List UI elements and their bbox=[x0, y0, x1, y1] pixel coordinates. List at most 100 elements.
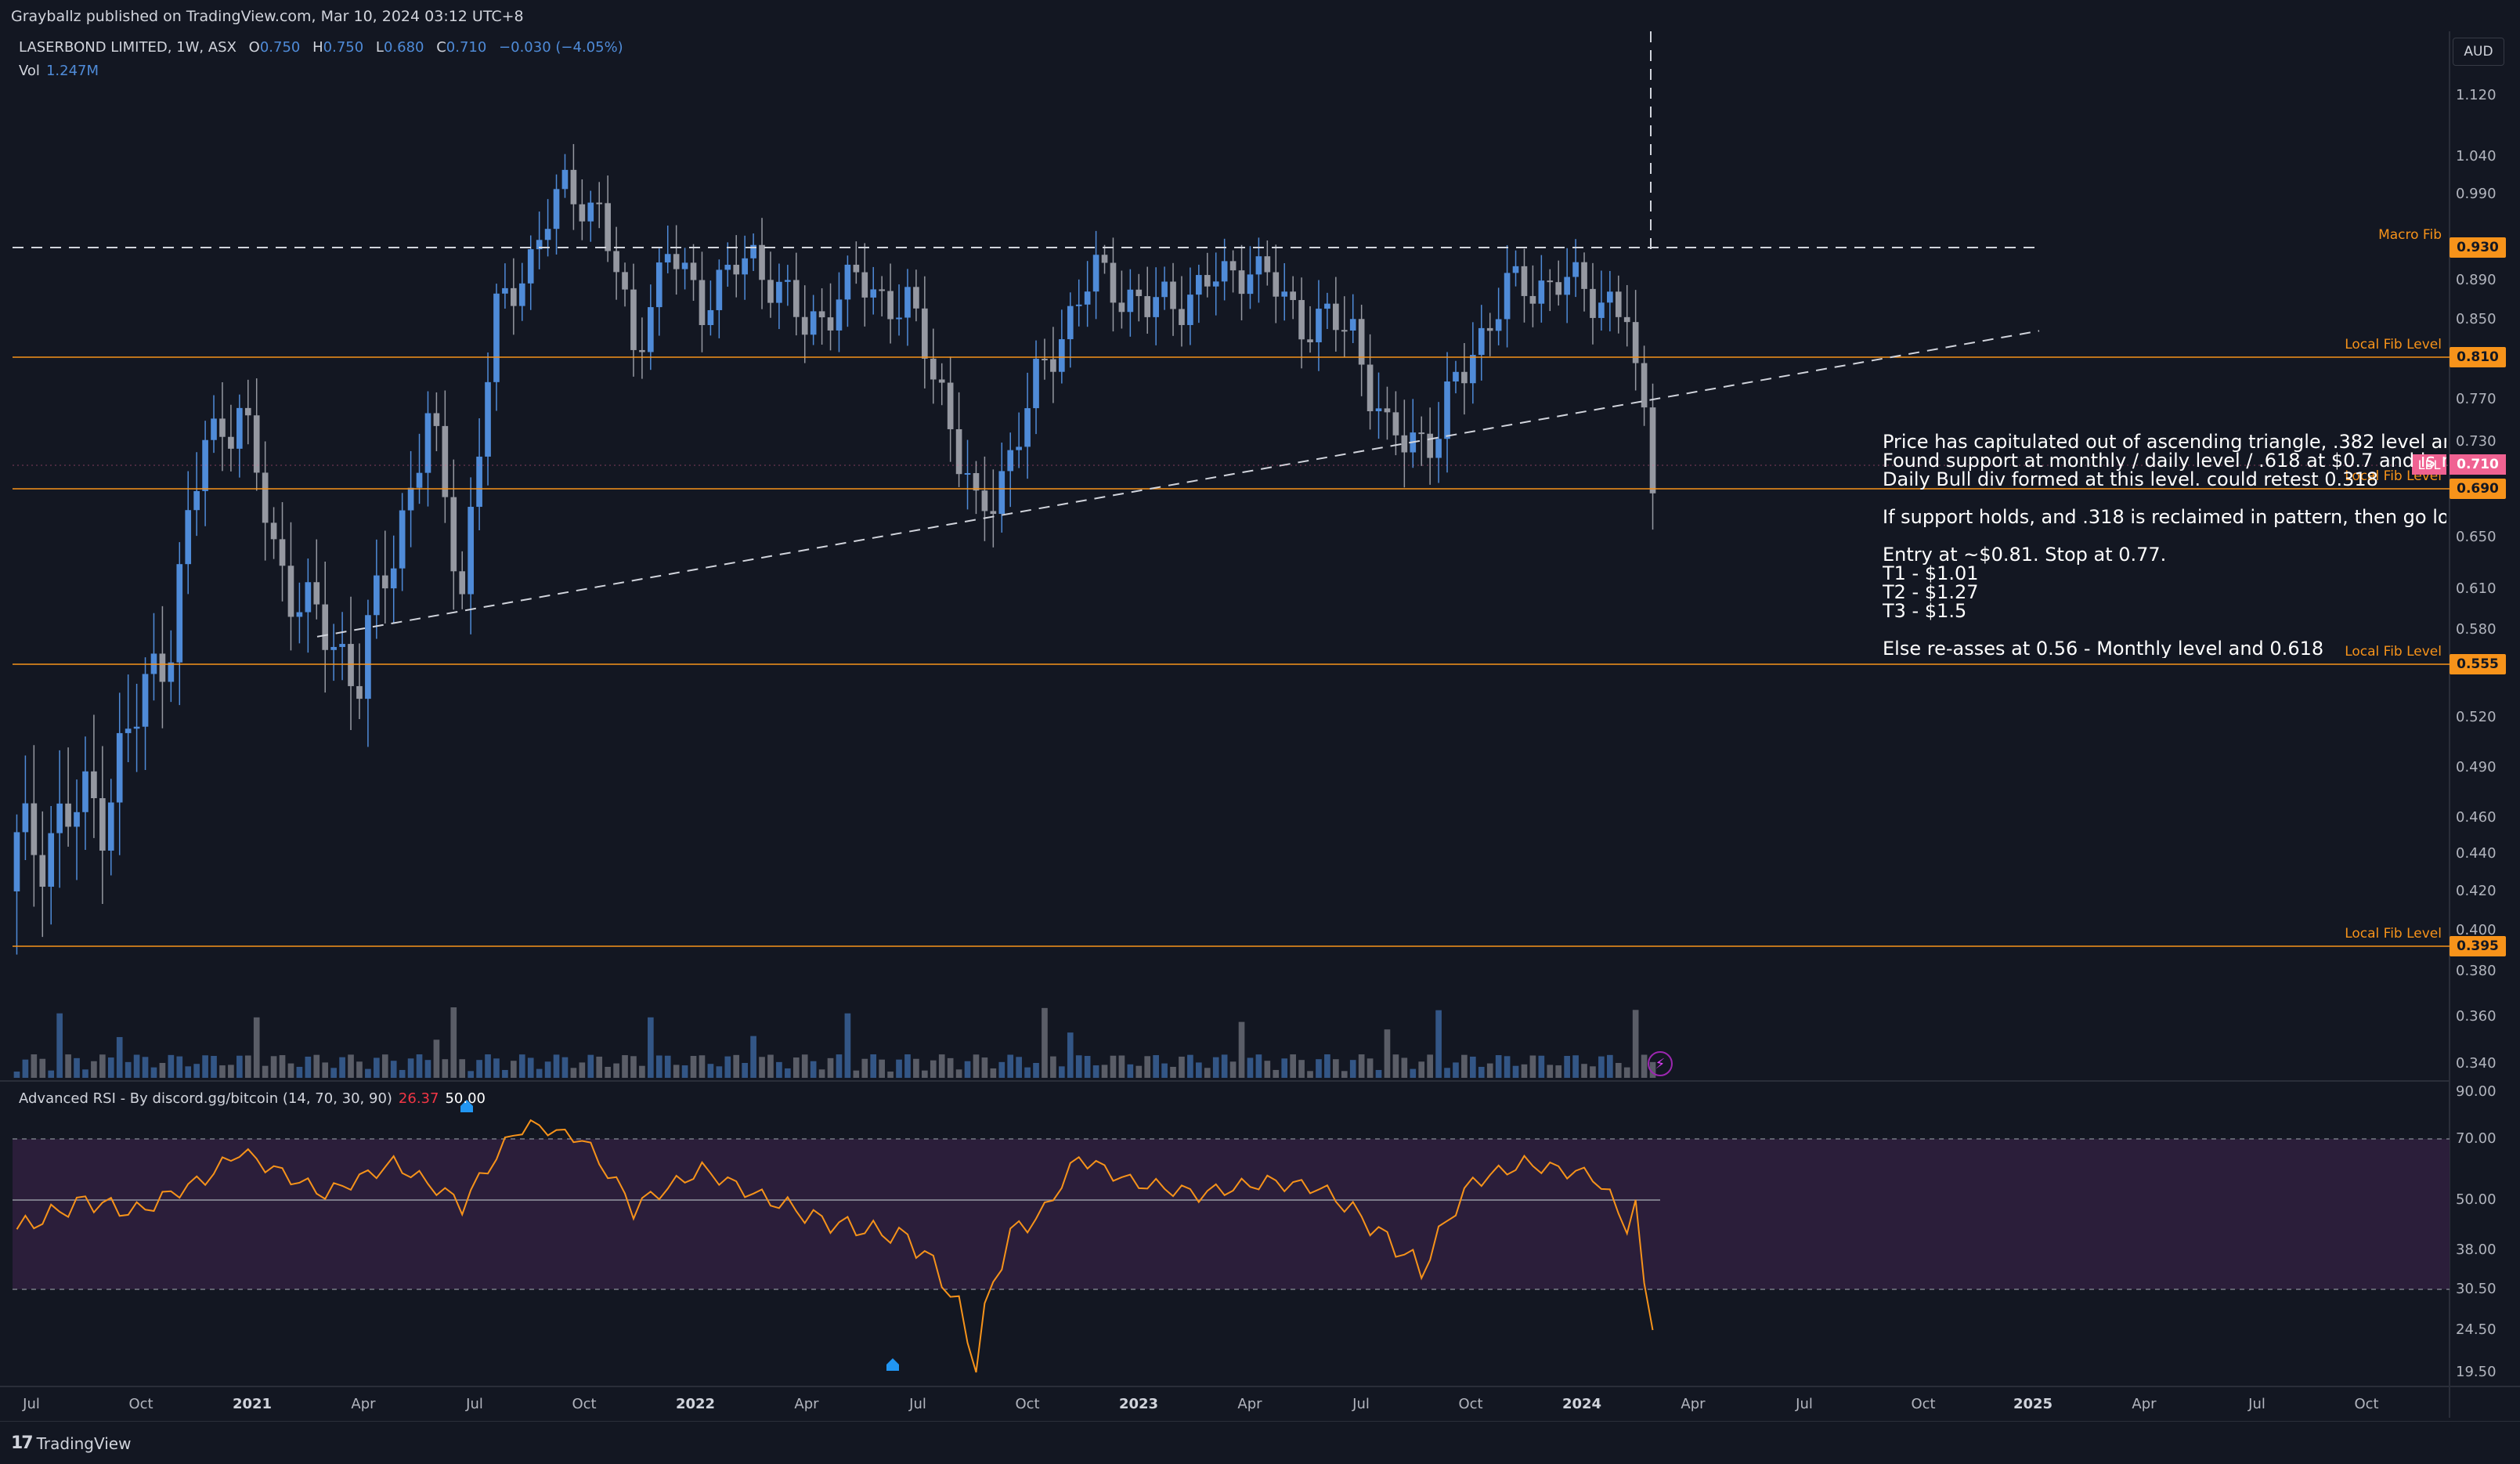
volume-bar bbox=[681, 1065, 688, 1078]
header-bar bbox=[0, 0, 2520, 31]
volume-bar bbox=[511, 1061, 517, 1078]
candle-body bbox=[459, 571, 466, 595]
volume-legend: Vol 1.247M bbox=[19, 63, 99, 79]
candle-body bbox=[1435, 439, 1442, 458]
volume-bar bbox=[605, 1066, 611, 1078]
volume-bar bbox=[844, 1013, 851, 1078]
volume-bar bbox=[1333, 1059, 1339, 1078]
candle-body bbox=[1059, 339, 1065, 372]
analysis-note[interactable]: Price has capitulated out of ascending t… bbox=[1883, 432, 2446, 658]
time-tick-label: Oct bbox=[128, 1396, 153, 1412]
volume-bar bbox=[279, 1055, 286, 1078]
candle-body bbox=[142, 674, 149, 727]
high-value: 0.750 bbox=[323, 39, 364, 56]
candle-body bbox=[716, 269, 723, 310]
candle-body bbox=[759, 244, 765, 280]
time-tick-label: Jul bbox=[2248, 1396, 2265, 1412]
candle-body bbox=[742, 258, 748, 275]
volume-bar bbox=[330, 1068, 337, 1078]
candle-body bbox=[1212, 281, 1219, 287]
volume-bar bbox=[1016, 1057, 1022, 1078]
candle-body bbox=[1290, 291, 1296, 301]
candle-body bbox=[973, 472, 980, 491]
currency-button[interactable]: AUD bbox=[2453, 38, 2504, 66]
candle-body bbox=[1281, 291, 1288, 297]
volume-bar bbox=[1161, 1063, 1168, 1078]
candle-body bbox=[1333, 303, 1339, 331]
candle-body bbox=[1641, 363, 1648, 408]
volume-bar bbox=[1470, 1056, 1476, 1078]
volume-bar bbox=[1153, 1055, 1159, 1078]
volume-bar bbox=[561, 1057, 569, 1078]
volume-bar bbox=[613, 1063, 619, 1078]
volume-bar bbox=[1401, 1057, 1408, 1078]
fib-level-price-badge: 0.690 bbox=[2450, 479, 2506, 499]
volume-bar bbox=[1453, 1062, 1459, 1078]
price-tick-label: 1.120 bbox=[2456, 87, 2497, 103]
candle-body bbox=[159, 653, 166, 682]
candle-body bbox=[1418, 432, 1425, 435]
symbol-name[interactable]: LASERBOND LIMITED, 1W, ASX bbox=[19, 39, 236, 56]
candle-body bbox=[767, 280, 774, 303]
lightning-icon[interactable]: ⚡ bbox=[1648, 1051, 1673, 1076]
candle-body bbox=[1033, 358, 1039, 409]
candle-body bbox=[690, 262, 697, 280]
candle-body bbox=[1067, 305, 1074, 340]
volume-bar bbox=[1478, 1066, 1485, 1078]
vol-label: Vol bbox=[19, 63, 40, 79]
rsi-line bbox=[16, 1119, 1654, 1373]
candle-body bbox=[1324, 303, 1330, 309]
volume-bar bbox=[262, 1065, 269, 1078]
change-value: −0.030 (−4.05%) bbox=[499, 39, 623, 56]
candle-body bbox=[1495, 319, 1502, 331]
fib-level-label: Local Fib Level bbox=[2345, 337, 2442, 352]
volume-bar bbox=[1075, 1055, 1082, 1078]
note-line bbox=[1883, 526, 2446, 545]
candle-body bbox=[544, 229, 551, 240]
volume-bar bbox=[1444, 1068, 1450, 1078]
candle-body bbox=[511, 287, 517, 306]
volume-bar bbox=[673, 1065, 680, 1078]
rsi-title[interactable]: Advanced RSI - By discord.gg/bitcoin (14… bbox=[19, 1090, 392, 1107]
volume-bar bbox=[176, 1056, 183, 1078]
volume-bar bbox=[287, 1063, 294, 1078]
price-tick-label: 0.580 bbox=[2456, 621, 2497, 638]
volume-bar bbox=[879, 1059, 885, 1078]
volume-bar bbox=[381, 1054, 388, 1078]
volume-bar bbox=[1623, 1067, 1630, 1078]
volume-bar bbox=[955, 1069, 962, 1078]
price-tick-label: 0.520 bbox=[2456, 709, 2497, 725]
tradingview-logo[interactable]: 17 TradingView bbox=[11, 1433, 131, 1453]
candle-body bbox=[1179, 309, 1185, 325]
candle-body bbox=[553, 189, 560, 230]
candle-body bbox=[630, 289, 637, 350]
candle-body bbox=[990, 511, 997, 515]
candle-body bbox=[776, 281, 782, 303]
volume-bar bbox=[1375, 1069, 1382, 1078]
candle-body bbox=[998, 471, 1005, 515]
volume-bar bbox=[253, 1017, 260, 1078]
candle-body bbox=[91, 771, 97, 798]
candle-body bbox=[1538, 280, 1545, 304]
candle-body bbox=[305, 582, 312, 613]
time-tick-label: 2024 bbox=[1561, 1396, 1602, 1412]
time-tick-label: 2023 bbox=[1118, 1396, 1159, 1412]
candle-body bbox=[407, 487, 414, 511]
candle-body bbox=[1153, 297, 1159, 317]
volume-bar bbox=[296, 1066, 303, 1078]
candle-body bbox=[955, 428, 962, 475]
rsi-tick-label: 30.50 bbox=[2456, 1281, 2497, 1297]
candle-body bbox=[810, 311, 817, 335]
note-line bbox=[1883, 620, 2446, 639]
fib-level-price-badge: 0.395 bbox=[2450, 936, 2506, 956]
volume-bar bbox=[998, 1061, 1005, 1078]
volume-bar bbox=[339, 1057, 345, 1078]
candle-body bbox=[1375, 408, 1382, 412]
candle-body bbox=[887, 291, 894, 320]
candle-body bbox=[219, 418, 226, 437]
candle-body bbox=[1238, 270, 1245, 295]
volume-bar bbox=[716, 1066, 723, 1078]
candle-body bbox=[904, 287, 911, 318]
candle-body bbox=[1461, 371, 1468, 384]
